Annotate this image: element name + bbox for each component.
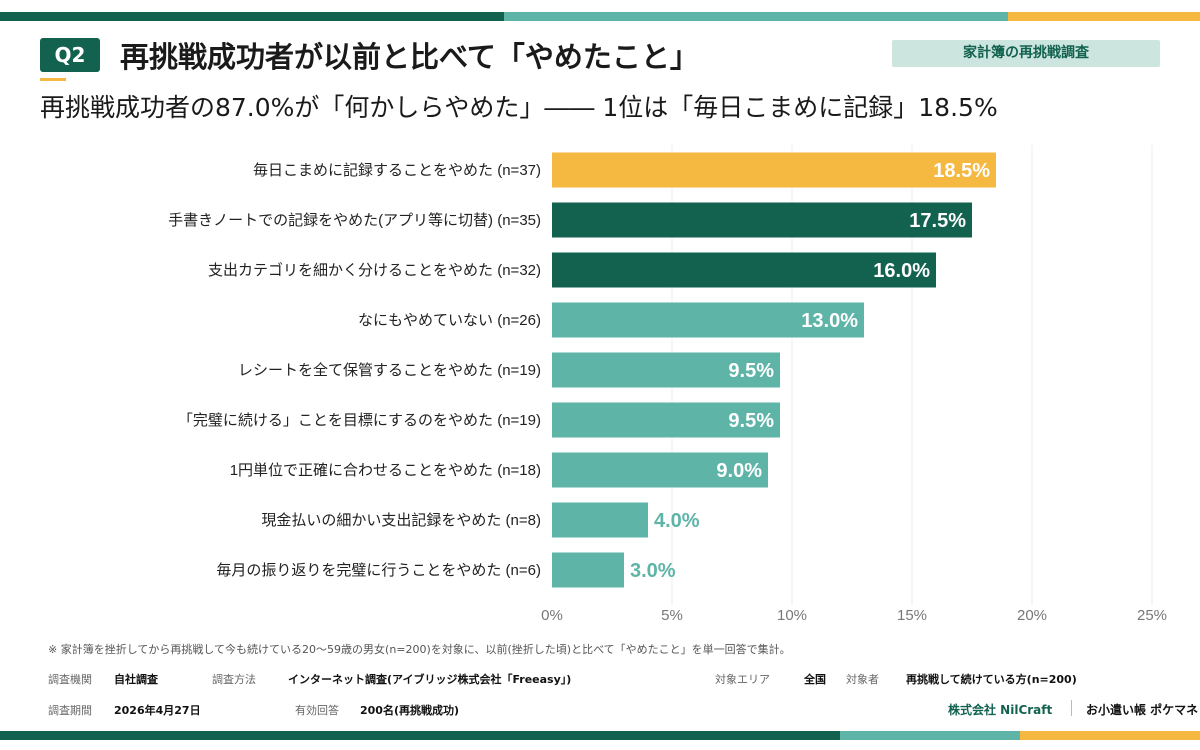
x-tick-label: 25% [1137,607,1167,624]
category-label: 手書きノートでの記録をやめた(アプリ等に切替) (n=35) [168,211,541,229]
target-value: 再挑戦して続けている方(n=200) [906,673,1077,686]
x-tick-label: 10% [777,607,807,624]
x-tick-label: 5% [661,607,683,624]
bar [552,202,972,238]
category-label: 支出カテゴリを細かく分けることをやめた (n=32) [208,261,541,279]
category-label: 「完璧に続ける」ことを目標にするのをやめた (n=19) [178,411,541,429]
data-label: 17.5% [909,210,966,232]
data-label: 18.5% [933,160,990,182]
target-label: 対象者 [846,673,879,686]
data-label: 13.0% [801,310,858,332]
brand-divider [1071,700,1072,716]
bar [552,552,624,588]
survey-tag: 家計簿の再挑戦調査 [892,40,1160,67]
method-value: インターネット調査(アイブリッジ株式会社「Freeasy」) [288,673,572,686]
data-label: 9.5% [728,410,774,432]
category-label: 現金払いの細かい支出記録をやめた (n=8) [261,512,541,529]
period-label: 調査期間 [48,704,92,717]
data-label: 16.0% [873,260,930,282]
brand-app: お小遣い帳 ポケマネ [1086,703,1199,717]
footnote: ※ 家計簿を挫折してから再挑戦して今も続けている20〜59歳の男女(n=200)… [48,643,791,656]
category-label: 毎月の振り返りを完璧に行うことをやめた (n=6) [216,561,541,579]
bar [552,252,936,288]
x-tick-label: 20% [1017,607,1047,624]
data-label: 3.0% [630,560,676,582]
valid-value: 200名(再挑戦成功) [360,704,460,717]
bar-chart: 毎日こまめに記録することをやめた (n=37) 18.5% 手書きノートでの記録をや… [168,145,1167,624]
area-value: 全国 [804,673,826,686]
x-tick-label: 0% [541,607,563,624]
bar [552,452,768,488]
category-label: 1円単位で正確に合わせることをやめた (n=18) [230,462,541,479]
period-value: 2026年4月27日 [114,704,201,717]
badge-underline [40,78,66,81]
category-label: 毎日こまめに記録することをやめた (n=37) [253,162,541,179]
method-label: 調査方法 [212,673,256,686]
org-value: 自社調査 [114,673,158,686]
bottom-color-stripe [0,731,1200,740]
category-label: レシートを全て保管することをやめた (n=19) [238,361,541,379]
valid-label: 有効回答 [295,704,339,717]
bar [552,402,780,438]
bar [552,152,996,188]
bar [552,352,780,388]
question-badge: Q2 [40,38,100,72]
category-label: なにもやめていない (n=26) [358,312,541,329]
org-label: 調査機関 [48,673,92,686]
area-label: 対象エリア [715,673,770,686]
bar [552,302,864,338]
data-label: 9.0% [716,460,762,482]
x-tick-label: 15% [897,607,927,624]
data-label: 9.5% [728,360,774,382]
data-label: 4.0% [654,510,700,532]
brand-company: 株式会社 NilCraft [948,703,1053,717]
chart-subtitle: 再挑戦成功者の87.0%が「何かしらやめた」―― 1位は「毎日こまめに記録」18… [40,93,998,122]
top-color-stripe [0,12,1200,21]
chart-title: 再挑戦成功者が以前と比べて「やめたこと」 [120,40,699,74]
bar [552,502,648,538]
